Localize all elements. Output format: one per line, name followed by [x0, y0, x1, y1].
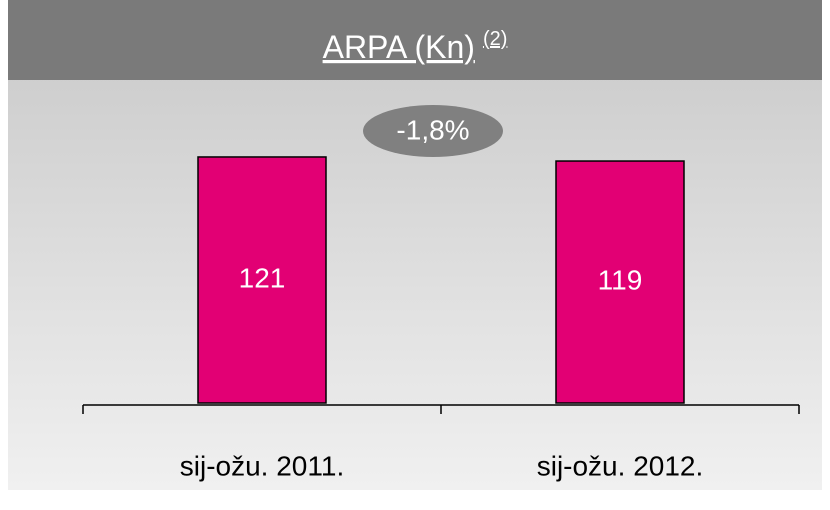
x-tick-label: sij-ožu. 2012. [537, 450, 704, 481]
bar-value-label: 119 [598, 264, 643, 295]
x-tick-label: sij-ožu. 2011. [180, 450, 344, 481]
title-bar [8, 0, 822, 80]
title-note: (2) [483, 28, 507, 50]
chart-title: ARPA (Kn) (2) [323, 28, 508, 65]
annotation: -1,8% [396, 114, 469, 145]
bar [555, 160, 685, 404]
annotation-badge [363, 105, 503, 157]
bar-value-label: 121 [239, 262, 286, 293]
panel [8, 0, 822, 490]
bar [197, 156, 327, 404]
title-text: ARPA (Kn) [323, 29, 475, 65]
